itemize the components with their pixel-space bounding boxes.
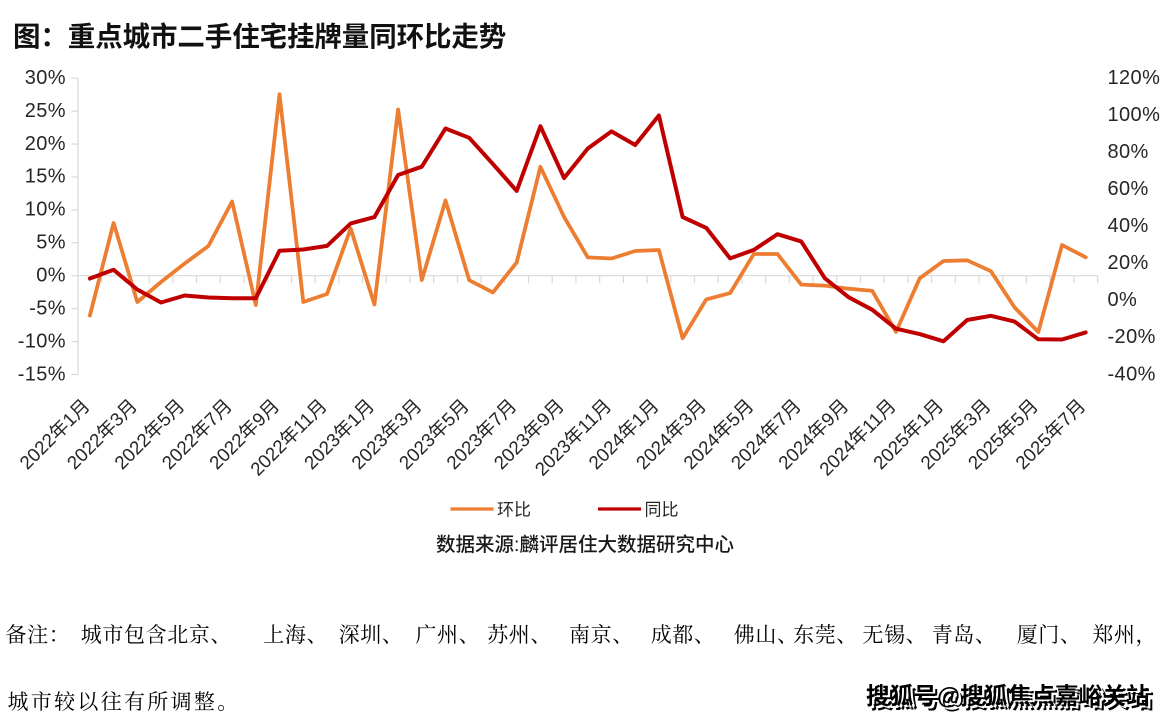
svg-text:60%: 60% xyxy=(1108,178,1149,200)
svg-text:0%: 0% xyxy=(36,265,66,287)
svg-text:-40%: -40% xyxy=(1108,363,1156,385)
svg-text:0%: 0% xyxy=(1108,289,1138,311)
svg-text:20%: 20% xyxy=(25,133,66,155)
svg-text:-15%: -15% xyxy=(18,363,66,385)
svg-text:20%: 20% xyxy=(1108,252,1149,274)
svg-text:15%: 15% xyxy=(25,166,66,188)
svg-text:100%: 100% xyxy=(1108,104,1161,126)
svg-text:-5%: -5% xyxy=(29,297,66,319)
svg-text:-10%: -10% xyxy=(18,330,66,352)
svg-text:30%: 30% xyxy=(25,67,66,89)
svg-text:环比: 环比 xyxy=(497,501,531,520)
svg-text:-20%: -20% xyxy=(1108,326,1156,348)
svg-text:10%: 10% xyxy=(25,199,66,221)
svg-text:同比: 同比 xyxy=(645,501,679,520)
svg-text:5%: 5% xyxy=(36,232,66,254)
svg-text:80%: 80% xyxy=(1108,141,1149,163)
svg-text:120%: 120% xyxy=(1108,67,1161,89)
svg-text:数据来源:麟评居住大数据研究中心: 数据来源:麟评居住大数据研究中心 xyxy=(436,534,734,556)
svg-text:25%: 25% xyxy=(25,100,66,122)
svg-text:40%: 40% xyxy=(1108,215,1149,237)
